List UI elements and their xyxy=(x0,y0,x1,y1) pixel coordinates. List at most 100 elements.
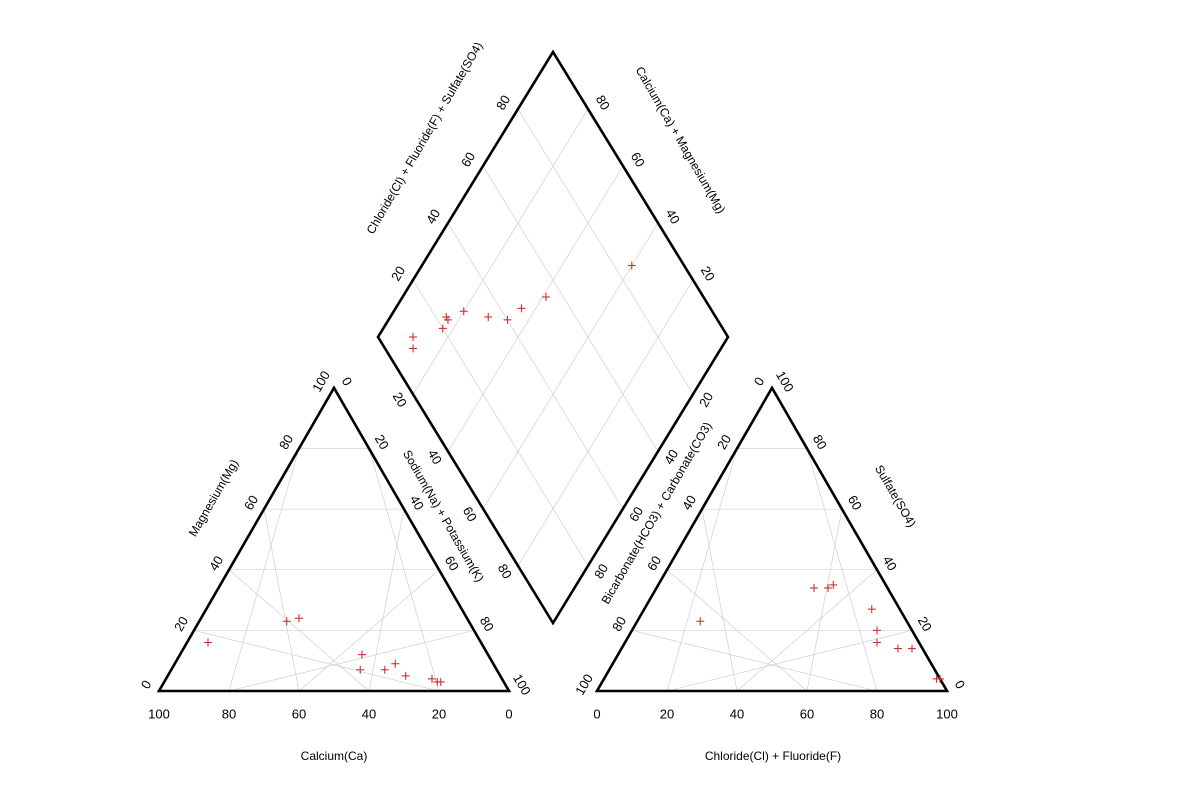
diamond-grid-line xyxy=(482,165,659,452)
anion-left-tick-label: 40 xyxy=(679,493,699,513)
diamond-point xyxy=(409,344,417,353)
anion-grid-line xyxy=(701,509,738,692)
cation-left-tick-label: 100 xyxy=(309,368,333,394)
anion-triangle-frame xyxy=(594,385,950,693)
anion-point xyxy=(908,644,916,653)
diamond-upper-right-tick-label: 20 xyxy=(698,263,718,283)
cation-left-tick-label: 20 xyxy=(171,614,191,634)
cation-left-tick-label: 0 xyxy=(138,678,155,692)
diamond-upper-right-tick-label: 60 xyxy=(628,149,648,169)
plot-frames xyxy=(156,49,950,693)
anion-point xyxy=(867,605,876,614)
anion-left-tick-label: 60 xyxy=(644,553,664,573)
anion-point xyxy=(810,583,818,592)
diamond-upper-left-tick-label: 60 xyxy=(458,149,478,169)
cation-point xyxy=(295,614,303,623)
diamond-left-axis-title: Chloride(Cl) + Fluoride(F) + Sulfate(SO4… xyxy=(364,39,486,236)
diamond-upper-left-tick-label: 40 xyxy=(423,206,443,226)
diamond-point xyxy=(409,333,417,341)
cation-bottom-tick-label: 60 xyxy=(292,706,306,721)
anion-grid-line xyxy=(666,630,913,692)
cation-left-tick-label: 80 xyxy=(276,432,296,452)
diamond-lower-right-tick-label: 20 xyxy=(696,390,716,410)
cation-left-tick-label: 40 xyxy=(206,553,226,573)
anion-grid-line xyxy=(631,630,878,692)
cation-point xyxy=(282,617,291,626)
diamond-upper-right-tick-label: 80 xyxy=(593,92,613,112)
cation-grid-line xyxy=(263,509,300,692)
cation-triangle-frame xyxy=(156,385,512,693)
anion-right-tick-label: 60 xyxy=(845,493,865,513)
anion-point xyxy=(824,583,832,592)
tick-labels: 100 80 60 40 20 0 0 20 40 60 80 100 0 20 40 60 80 100 0 20 4… xyxy=(138,92,968,721)
anion-left-tick-label: 100 xyxy=(572,671,596,697)
cation-point xyxy=(380,665,389,674)
cation-point xyxy=(428,674,436,683)
anion-right-axis-title: Sulfate(SO4) xyxy=(872,462,919,529)
anion-bottom-tick-label: 20 xyxy=(660,706,674,721)
grid-lines xyxy=(193,108,913,692)
diamond-point xyxy=(542,292,550,301)
anion-left-tick-label: 80 xyxy=(609,614,629,634)
cation-bottom-tick-label: 100 xyxy=(148,706,170,721)
diamond-upper-left-tick-label: 80 xyxy=(493,92,513,112)
cation-point xyxy=(204,638,212,647)
anion-right-tick-label: 0 xyxy=(952,678,969,692)
anion-grid-line xyxy=(806,509,843,692)
anion-left-tick-label: 0 xyxy=(751,374,768,388)
diamond-grid-line xyxy=(412,108,589,395)
cation-grid-line xyxy=(298,569,440,692)
anion-bottom-tick-label: 40 xyxy=(730,706,744,721)
anion-bottom-tick-label: 60 xyxy=(800,706,814,721)
cation-point xyxy=(401,671,410,680)
data-points xyxy=(204,261,944,686)
diamond-point xyxy=(459,307,468,316)
diamond-grid-line xyxy=(447,222,624,509)
cation-left-tick-label: 60 xyxy=(241,493,261,513)
cation-right-tick-label: 20 xyxy=(372,432,392,452)
anion-bottom-tick-label: 100 xyxy=(936,706,958,721)
diamond-lower-right-tick-label: 40 xyxy=(661,447,681,467)
cation-grid-line xyxy=(228,569,370,692)
cation-right-tick-label: 100 xyxy=(510,671,534,697)
diamond-point xyxy=(627,261,636,270)
anion-right-tick-label: 80 xyxy=(810,432,830,452)
diamond-right-axis-title: Calcium(Ca) + Magnesium(Mg) xyxy=(633,64,729,216)
anion-grid-line xyxy=(736,569,878,692)
cation-point xyxy=(358,650,366,659)
diamond-lower-left-tick-label: 40 xyxy=(425,447,445,467)
diamond-point xyxy=(438,324,447,333)
anion-left-tick-label: 20 xyxy=(714,432,734,452)
cation-grid-line xyxy=(228,630,475,692)
anion-point xyxy=(873,626,881,635)
diamond-grid-line xyxy=(412,279,589,566)
anion-point xyxy=(894,644,902,653)
anion-bottom-tick-label: 80 xyxy=(870,706,884,721)
anion-right-tick-label: 40 xyxy=(880,553,900,573)
diamond-grid-line xyxy=(517,108,694,395)
diamond-grid-line xyxy=(517,279,694,566)
cation-point xyxy=(436,677,445,686)
diamond-lower-left-tick-label: 80 xyxy=(495,561,515,581)
diamond-point xyxy=(442,312,451,321)
cation-point xyxy=(391,659,400,668)
diamond-lower-left-tick-label: 60 xyxy=(460,504,480,524)
cation-left-axis-title: Magnesium(Mg) xyxy=(186,457,241,539)
cation-right-tick-label: 0 xyxy=(339,374,356,388)
diamond-frame xyxy=(376,49,730,626)
anion-right-tick-label: 100 xyxy=(773,368,797,394)
diamond-upper-right-tick-label: 40 xyxy=(663,206,683,226)
anion-grid-line xyxy=(806,448,878,692)
diamond-lower-right-tick-label: 60 xyxy=(626,504,646,524)
cation-grid-line xyxy=(193,630,440,692)
cation-bottom-tick-label: 20 xyxy=(432,706,446,721)
diamond-grid-line xyxy=(482,222,659,509)
cation-right-tick-label: 60 xyxy=(442,553,462,573)
cation-grid-line xyxy=(368,448,440,692)
diamond-lower-left-tick-label: 20 xyxy=(390,390,410,410)
cation-right-tick-label: 80 xyxy=(477,614,497,634)
anion-point xyxy=(696,617,705,626)
diamond-lower-right-tick-label: 80 xyxy=(591,561,611,581)
cation-bottom-tick-label: 0 xyxy=(505,706,512,721)
